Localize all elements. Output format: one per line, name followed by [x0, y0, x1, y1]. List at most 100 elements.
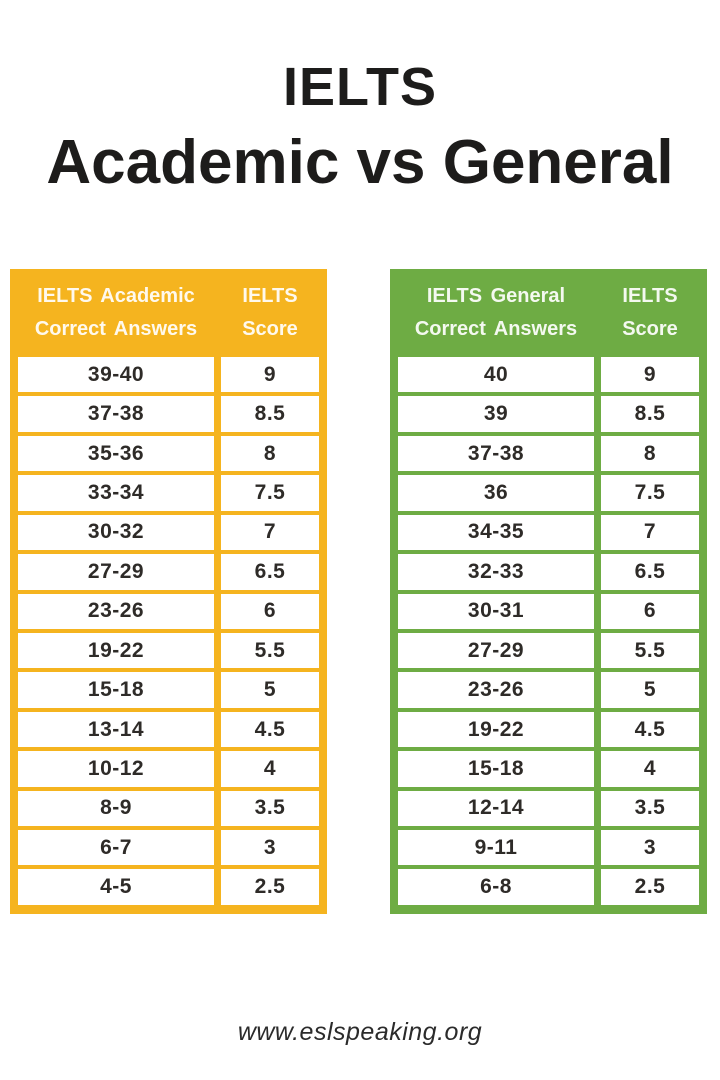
title-block: IELTS Academic vs General [0, 58, 720, 196]
academic-table-header: IELTS Academic Correct Answers IELTS Sco… [18, 269, 319, 357]
score-cell: 9 [601, 357, 699, 393]
table-row: 19-22 5.5 [18, 632, 319, 669]
score-cell: 7.5 [221, 475, 319, 511]
score-cell: 7 [601, 514, 699, 551]
score-column-header: IELTS Score [601, 269, 699, 357]
general-table-header: IELTS General Correct Answers IELTS Scor… [398, 269, 699, 357]
score-cell: 6 [221, 593, 319, 629]
score-header-line1: IELTS [242, 285, 298, 307]
answers-cell: 10-12 [18, 751, 214, 787]
answers-cell: 15-18 [398, 751, 594, 787]
answers-cell: 19-22 [18, 632, 214, 669]
table-row: 27-29 6.5 [18, 554, 319, 590]
general-score-table: IELTS General Correct Answers IELTS Scor… [390, 269, 707, 914]
table-row: 32-33 6.5 [398, 554, 699, 590]
table-row: 10-12 4 [18, 751, 319, 787]
page-title: IELTS [282, 57, 437, 117]
score-cell: 4.5 [221, 711, 319, 748]
answers-cell: 13-14 [18, 711, 214, 748]
table-row: 34-35 7 [398, 514, 699, 551]
answers-cell: 6-8 [398, 869, 594, 905]
score-cell: 6.5 [221, 554, 319, 590]
score-cell: 9 [221, 357, 319, 393]
answers-cell: 40 [398, 357, 594, 393]
score-cell: 4 [601, 751, 699, 787]
answers-header-line2: Correct Answers [34, 318, 198, 340]
score-header-line1: IELTS [622, 285, 678, 307]
score-cell: 5 [601, 672, 699, 708]
answers-cell: 39-40 [18, 357, 214, 393]
answers-cell: 9-11 [398, 830, 594, 866]
table-row: 23-26 5 [398, 672, 699, 708]
table-row: 37-38 8 [398, 435, 699, 472]
score-cell: 4.5 [601, 711, 699, 748]
page-subtitle: Academic vs General [46, 128, 674, 197]
answers-header-line2: Correct Answers [414, 318, 578, 340]
score-cell: 5.5 [601, 632, 699, 669]
answers-cell: 32-33 [398, 554, 594, 590]
score-cell: 2.5 [601, 869, 699, 905]
website-text: www.eslspeaking.org [237, 1018, 483, 1046]
table-row: 40 9 [398, 357, 699, 393]
answers-cell: 6-7 [18, 830, 214, 866]
answers-cell: 23-26 [18, 593, 214, 629]
academic-table-body: 39-40 9 37-38 8.5 35-36 8 33-34 7.5 30-32 7 27-29 6… [18, 357, 319, 905]
score-cell: 3 [221, 830, 319, 866]
table-row: 30-31 6 [398, 593, 699, 629]
answers-cell: 12-14 [398, 790, 594, 827]
table-row: 36 7.5 [398, 475, 699, 511]
score-cell: 3.5 [601, 790, 699, 827]
table-row: 8-9 3.5 [18, 790, 319, 827]
answers-cell: 27-29 [398, 632, 594, 669]
answers-cell: 27-29 [18, 554, 214, 590]
answers-cell: 30-31 [398, 593, 594, 629]
answers-cell: 19-22 [398, 711, 594, 748]
score-cell: 4 [221, 751, 319, 787]
table-row: 15-18 5 [18, 672, 319, 708]
score-cell: 8 [601, 435, 699, 472]
table-row: 19-22 4.5 [398, 711, 699, 748]
tables-area: IELTS Academic Correct Answers IELTS Sco… [0, 269, 720, 914]
answers-header-line1: IELTS Academic [37, 285, 195, 307]
table-row: 30-32 7 [18, 514, 319, 551]
answers-cell: 23-26 [398, 672, 594, 708]
answers-cell: 8-9 [18, 790, 214, 827]
score-column-header: IELTS Score [221, 269, 319, 357]
score-cell: 7 [221, 514, 319, 551]
answers-cell: 37-38 [18, 396, 214, 432]
score-cell: 3.5 [221, 790, 319, 827]
answers-header-line1: IELTS General [426, 285, 566, 307]
answers-cell: 35-36 [18, 435, 214, 472]
score-cell: 6 [601, 593, 699, 629]
table-row: 39 8.5 [398, 396, 699, 432]
answers-cell: 36 [398, 475, 594, 511]
score-cell: 8 [221, 435, 319, 472]
score-cell: 7.5 [601, 475, 699, 511]
score-cell: 6.5 [601, 554, 699, 590]
answers-cell: 4-5 [18, 869, 214, 905]
academic-score-table: IELTS Academic Correct Answers IELTS Sco… [10, 269, 327, 914]
table-row: 27-29 5.5 [398, 632, 699, 669]
answers-column-header: IELTS Academic Correct Answers [18, 269, 214, 357]
answers-column-header: IELTS General Correct Answers [398, 269, 594, 357]
answers-cell: 15-18 [18, 672, 214, 708]
score-header-line2: Score [242, 318, 298, 340]
score-cell: 8.5 [221, 396, 319, 432]
score-cell: 2.5 [221, 869, 319, 905]
table-row: 6-7 3 [18, 830, 319, 866]
table-row: 33-34 7.5 [18, 475, 319, 511]
table-row: 4-5 2.5 [18, 869, 319, 905]
score-cell: 8.5 [601, 396, 699, 432]
table-row: 9-11 3 [398, 830, 699, 866]
answers-cell: 30-32 [18, 514, 214, 551]
score-header-line2: Score [622, 318, 678, 340]
table-row: 35-36 8 [18, 435, 319, 472]
table-row: 39-40 9 [18, 357, 319, 393]
score-cell: 3 [601, 830, 699, 866]
table-row: 6-8 2.5 [398, 869, 699, 905]
table-row: 12-14 3.5 [398, 790, 699, 827]
answers-cell: 34-35 [398, 514, 594, 551]
answers-cell: 37-38 [398, 435, 594, 472]
general-table-body: 40 9 39 8.5 37-38 8 36 7.5 34-35 7 32-33 6.5 30-31 6 2… [398, 357, 699, 905]
